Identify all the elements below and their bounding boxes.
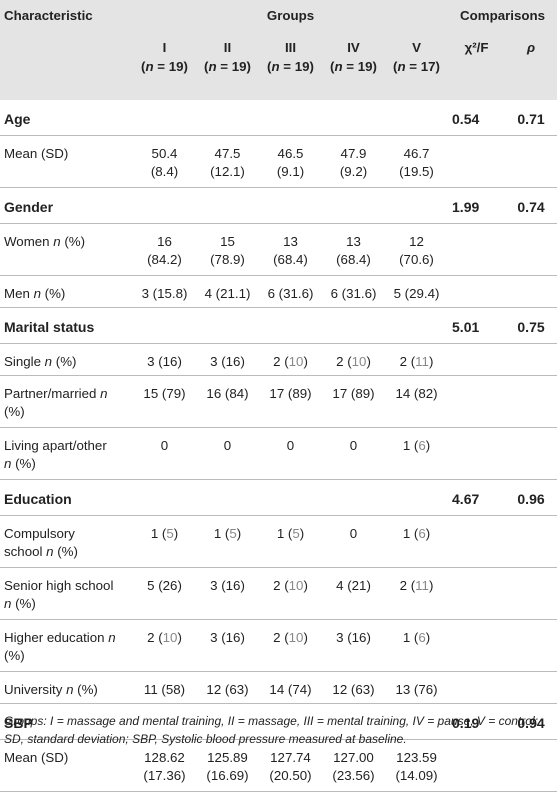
section-sbp: SBP 0.19 0.94	[0, 703, 557, 740]
group-header-3: III (n = 19)	[259, 30, 322, 100]
group-header-2: II (n = 19)	[196, 30, 259, 100]
table-row: Partner/married n (%) 15 (79) 16 (84) 17 …	[0, 375, 557, 428]
table-row: Men n (%) 3 (15.8) 4 (21.1) 6 (31.6) 6 (…	[0, 275, 557, 308]
table-row: Women n (%) 16 (84.2) 15 (78.9) 13 (68.4) 1…	[0, 223, 557, 276]
section-title: Age	[0, 100, 449, 136]
chi-value: 0.54	[448, 100, 506, 136]
table-row: University n (%) 11 (58) 12 (63) 14 (74)…	[0, 671, 557, 704]
chi-f-header: χ²/F	[448, 30, 506, 100]
rho-header: ρ	[505, 30, 557, 100]
section-gender: Gender 1.99 0.74	[0, 187, 557, 224]
table-row: Higher education n (%) 2 (10) 3 (16) 2 (1…	[0, 619, 557, 672]
table-row: Mean (SD) 50.4 (8.4) 47.5 (12.1) 46.5 (9.1)…	[0, 135, 557, 188]
table-row: Senior high school n (%) 5 (26) 3 (16) 2 …	[0, 567, 557, 620]
table-footnote: Groups: I = massage and mental training,…	[4, 714, 538, 746]
comparisons-header: Comparisons	[448, 0, 557, 30]
table-row: Compulsory school n (%) 1 (5) 1 (5) 1 (5)…	[0, 515, 557, 568]
characteristic-header: Characteristic	[0, 0, 133, 30]
group-header-4: IV (n = 19)	[322, 30, 385, 100]
section-education: Education 4.67 0.96	[0, 479, 557, 516]
group-header-5: V (n = 17)	[385, 30, 449, 100]
p-value: 0.71	[505, 100, 557, 136]
section-age: Age 0.54 0.71	[0, 100, 557, 136]
header-row-2: I (n = 19) II (n = 19) III (n = 19) IV (n = …	[0, 30, 557, 100]
groups-header: Groups	[133, 0, 449, 30]
table-row: Single n (%) 3 (16) 3 (16) 2 (10) 2 (10)…	[0, 343, 557, 376]
table-row: Living apart/other n (%) 0 0 0 0 1 (6)	[0, 427, 557, 480]
header-row-1: Characteristic Groups Comparisons	[0, 0, 557, 30]
group-header-1: I (n = 19)	[133, 30, 196, 100]
section-marital: Marital status 5.01 0.75	[0, 307, 557, 344]
